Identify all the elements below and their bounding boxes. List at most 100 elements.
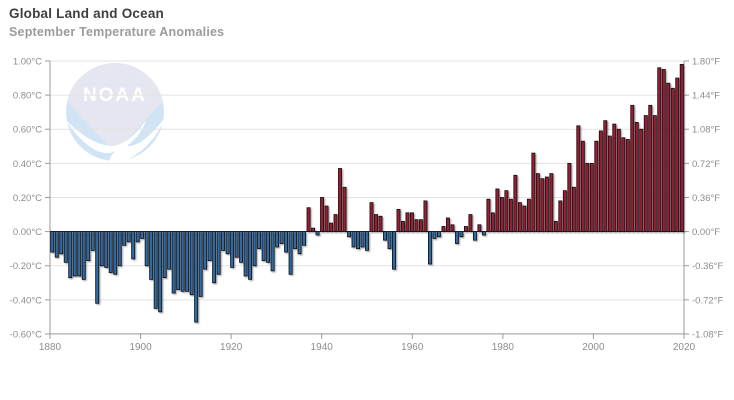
anomaly-bar-1985[interactable] [522, 205, 527, 232]
anomaly-bar-1979[interactable] [495, 188, 500, 233]
anomaly-bar-1925[interactable] [252, 231, 257, 267]
anomaly-bar-1942[interactable] [329, 222, 333, 233]
anomaly-bar-1894[interactable] [113, 231, 118, 275]
anomaly-bar-1950[interactable] [365, 231, 369, 251]
anomaly-bar-1976[interactable] [481, 231, 486, 236]
anomaly-bar-1888[interactable] [86, 231, 91, 262]
anomaly-bar-1954[interactable] [383, 231, 387, 241]
anomaly-bar-1965[interactable] [432, 231, 437, 239]
anomaly-bar-1937[interactable] [306, 207, 311, 233]
anomaly-bar-2005[interactable] [612, 123, 617, 232]
anomaly-bar-1990[interactable] [544, 176, 549, 232]
anomaly-bar-1952[interactable] [374, 214, 378, 232]
anomaly-bar-2006[interactable] [616, 128, 621, 232]
anomaly-bar-1883[interactable] [63, 231, 68, 263]
anomaly-bar-1907[interactable] [171, 231, 176, 294]
anomaly-bar-1917[interactable] [216, 231, 221, 275]
anomaly-bar-1988[interactable] [535, 173, 540, 232]
anomaly-bar-1924[interactable] [248, 231, 253, 280]
anomaly-bar-1998[interactable] [580, 140, 585, 232]
anomaly-bar-2014[interactable] [652, 115, 657, 232]
anomaly-bar-1948[interactable] [356, 231, 360, 250]
anomaly-bar-1882[interactable] [59, 231, 64, 255]
anomaly-bar-1920[interactable] [230, 231, 235, 268]
anomaly-bar-1936[interactable] [302, 231, 306, 246]
anomaly-bar-1953[interactable] [378, 215, 383, 233]
anomaly-bar-1969[interactable] [450, 224, 455, 233]
anomaly-bar-1931[interactable] [279, 231, 284, 244]
anomaly-bar-1972[interactable] [463, 226, 468, 232]
anomaly-bar-1935[interactable] [297, 231, 302, 255]
anomaly-bar-1995[interactable] [567, 162, 572, 233]
anomaly-bar-1939[interactable] [315, 231, 320, 236]
anomaly-bar-2000[interactable] [589, 162, 594, 233]
anomaly-bar-2016[interactable] [661, 69, 666, 233]
anomaly-bar-1899[interactable] [135, 231, 140, 243]
anomaly-bar-1887[interactable] [81, 231, 86, 280]
anomaly-bar-2009[interactable] [630, 104, 635, 232]
anomaly-bar-1961[interactable] [414, 219, 419, 233]
anomaly-bar-2008[interactable] [625, 139, 630, 233]
anomaly-bar-1908[interactable] [176, 231, 181, 291]
anomaly-bar-1929[interactable] [270, 231, 275, 272]
anomaly-bar-1904[interactable] [158, 231, 163, 313]
anomaly-bar-1915[interactable] [207, 231, 212, 262]
anomaly-bar-1919[interactable] [225, 231, 230, 255]
anomaly-bar-1913[interactable] [198, 231, 203, 297]
anomaly-bar-1993[interactable] [558, 200, 563, 232]
anomaly-bar-1994[interactable] [562, 190, 567, 232]
anomaly-bar-1974[interactable] [472, 231, 477, 241]
anomaly-bar-1902[interactable] [149, 231, 154, 280]
anomaly-bar-1930[interactable] [275, 231, 280, 248]
anomaly-bar-1951[interactable] [369, 202, 374, 232]
anomaly-bar-1911[interactable] [189, 231, 194, 296]
anomaly-bar-1984[interactable] [517, 202, 522, 232]
anomaly-bar-1967[interactable] [441, 226, 446, 232]
anomaly-bar-1992[interactable] [553, 220, 558, 233]
anomaly-bar-1997[interactable] [576, 125, 581, 232]
anomaly-bar-1941[interactable] [324, 205, 329, 232]
anomaly-bar-2020[interactable] [679, 63, 684, 232]
anomaly-bar-2004[interactable] [607, 135, 612, 233]
anomaly-bar-1896[interactable] [122, 231, 127, 246]
anomaly-bar-1932[interactable] [284, 231, 289, 253]
anomaly-bar-1940[interactable] [320, 197, 324, 233]
anomaly-bar-1987[interactable] [531, 152, 536, 232]
anomaly-bar-1916[interactable] [212, 231, 217, 284]
anomaly-bar-1927[interactable] [261, 231, 266, 262]
anomaly-bar-1963[interactable] [423, 200, 428, 232]
anomaly-bar-1978[interactable] [490, 212, 495, 233]
anomaly-bar-2017[interactable] [666, 82, 671, 232]
anomaly-bar-1905[interactable] [162, 231, 167, 279]
anomaly-bar-1912[interactable] [194, 231, 199, 323]
anomaly-bar-2018[interactable] [670, 87, 675, 232]
anomaly-bar-2015[interactable] [657, 67, 662, 233]
anomaly-bar-1996[interactable] [571, 186, 576, 233]
anomaly-bar-1956[interactable] [392, 231, 396, 270]
anomaly-bar-1933[interactable] [288, 231, 293, 275]
anomaly-bar-2012[interactable] [643, 115, 648, 232]
anomaly-bar-1934[interactable] [293, 231, 298, 250]
anomaly-bar-1898[interactable] [131, 231, 136, 260]
anomaly-bar-1881[interactable] [54, 231, 59, 258]
anomaly-bar-1923[interactable] [243, 231, 248, 277]
anomaly-bar-1922[interactable] [239, 231, 244, 263]
anomaly-bar-1949[interactable] [360, 231, 365, 248]
anomaly-bar-1886[interactable] [77, 231, 82, 277]
anomaly-bar-1918[interactable] [221, 231, 226, 251]
anomaly-bar-1975[interactable] [477, 224, 482, 233]
anomaly-bar-1910[interactable] [185, 231, 190, 292]
anomaly-bar-1945[interactable] [342, 186, 347, 233]
anomaly-bar-2013[interactable] [648, 104, 653, 232]
anomaly-bar-1955[interactable] [387, 231, 392, 250]
anomaly-bar-1983[interactable] [513, 174, 518, 232]
anomaly-bar-1964[interactable] [427, 231, 432, 265]
anomaly-bar-1885[interactable] [72, 231, 77, 277]
anomaly-bar-1938[interactable] [311, 227, 315, 233]
anomaly-bar-1895[interactable] [117, 231, 122, 267]
anomaly-bar-2001[interactable] [594, 140, 599, 232]
anomaly-bar-2002[interactable] [598, 130, 603, 232]
anomaly-bar-1980[interactable] [499, 197, 504, 233]
anomaly-bar-1977[interactable] [486, 198, 491, 232]
anomaly-bar-1973[interactable] [468, 214, 473, 232]
